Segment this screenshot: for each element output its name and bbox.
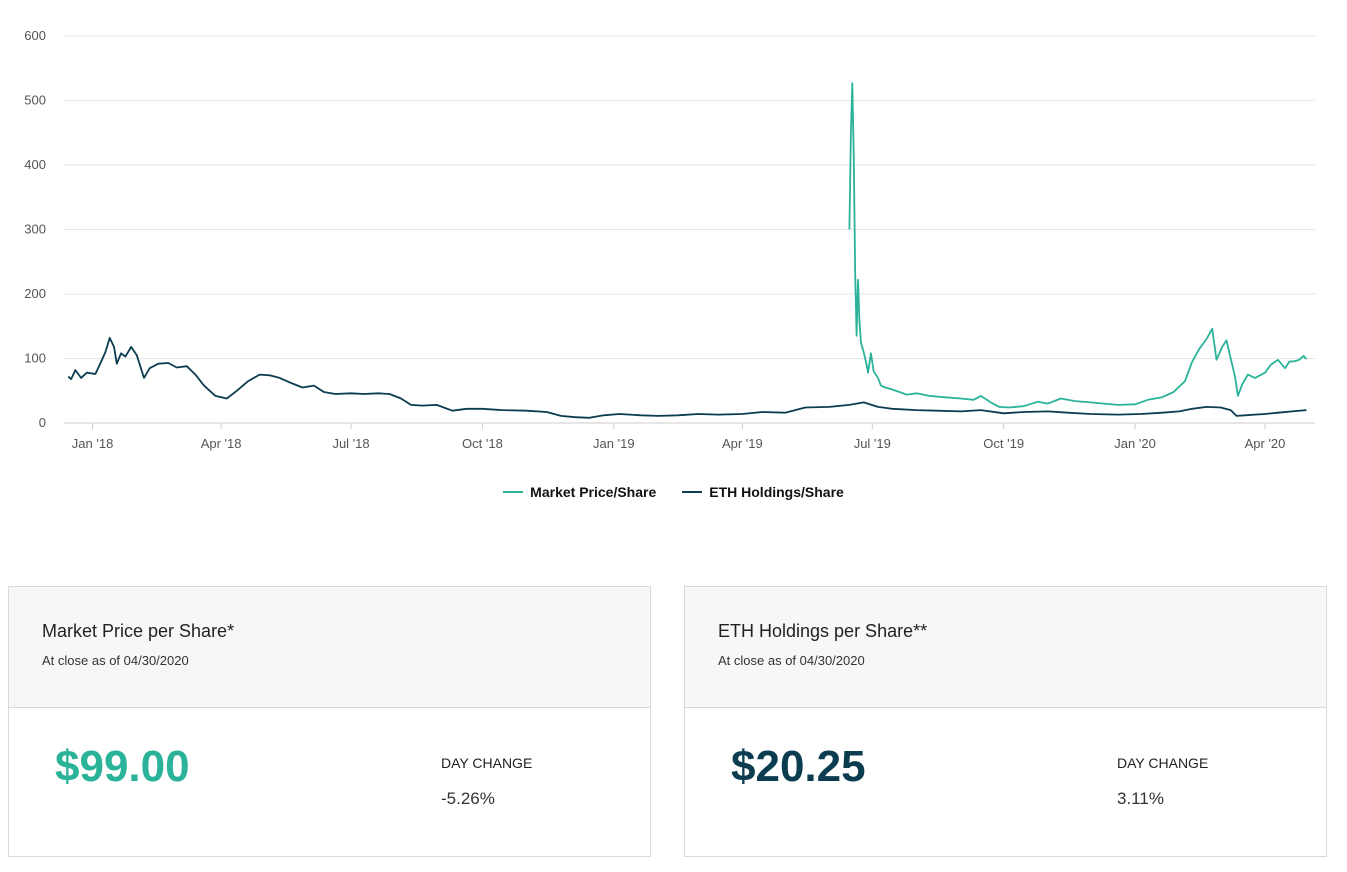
eth-holdings-value: $20.25 <box>731 742 866 791</box>
y-tick-label: 500 <box>24 93 46 108</box>
chart-gridlines <box>64 35 1315 424</box>
x-tick-label: Apr '18 <box>201 436 242 451</box>
day-change-value: 3.11% <box>1117 789 1164 808</box>
legend-swatch-eth <box>682 491 703 493</box>
price-chart: 0 100 200 300 400 500 600 Jan '18 Apr '18 Jul '1… <box>24 28 1315 451</box>
y-tick-label: 600 <box>24 28 46 43</box>
x-axis: Jan '18 Apr '18 Jul '18 Oct '18 Jan '19 Apr '… <box>72 423 1286 451</box>
card-header: Market Price per Share* At close as of 0… <box>9 587 650 708</box>
day-change-label: DAY CHANGE <box>1117 755 1209 771</box>
y-tick-label: 400 <box>24 157 46 172</box>
card-title: Market Price per Share* <box>42 621 235 641</box>
y-tick-label: 0 <box>39 415 46 430</box>
card-header: ETH Holdings per Share** At close as of … <box>685 587 1326 708</box>
market-price-card: Market Price per Share* At close as of 0… <box>8 586 651 857</box>
x-tick-label: Jan '20 <box>1114 436 1156 451</box>
series-line-market-price <box>848 82 1308 409</box>
card-subtitle: At close as of 04/30/2020 <box>42 653 189 668</box>
day-change-label: DAY CHANGE <box>441 755 533 771</box>
x-tick-label: Oct '18 <box>462 436 503 451</box>
eth-holdings-card: ETH Holdings per Share** At close as of … <box>684 586 1327 857</box>
x-tick-label: Jan '19 <box>593 436 635 451</box>
y-tick-label: 100 <box>24 351 46 366</box>
legend-swatch-market <box>503 491 524 493</box>
chart-series <box>67 82 1308 419</box>
x-tick-label: Apr '20 <box>1245 436 1286 451</box>
market-price-value: $99.00 <box>55 742 190 791</box>
legend-item-market[interactable]: Market Price/Share <box>503 484 656 500</box>
y-tick-label: 300 <box>24 222 46 237</box>
y-axis: 0 100 200 300 400 500 600 <box>24 28 46 430</box>
series-line-eth-holdings <box>67 337 1307 419</box>
x-tick-label: Jan '18 <box>72 436 114 451</box>
card-title: ETH Holdings per Share** <box>718 621 928 641</box>
x-tick-label: Jul '19 <box>854 436 891 451</box>
x-tick-label: Apr '19 <box>722 436 763 451</box>
legend-label-eth: ETH Holdings/Share <box>709 484 844 500</box>
legend-item-eth[interactable]: ETH Holdings/Share <box>682 484 844 500</box>
y-tick-label: 200 <box>24 286 46 301</box>
x-tick-label: Jul '18 <box>332 436 369 451</box>
day-change-value: -5.26% <box>441 789 495 808</box>
card-subtitle: At close as of 04/30/2020 <box>718 653 865 668</box>
chart-legend: Market Price/Share ETH Holdings/Share <box>0 484 1347 500</box>
x-tick-label: Oct '19 <box>983 436 1024 451</box>
legend-label-market: Market Price/Share <box>530 484 657 500</box>
